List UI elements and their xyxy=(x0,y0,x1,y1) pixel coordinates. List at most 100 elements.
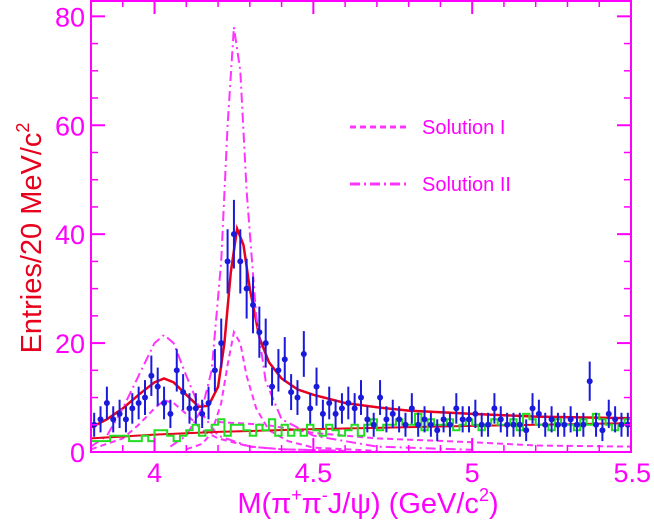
data-points-layer xyxy=(91,199,631,442)
data-point xyxy=(243,285,250,292)
data-point xyxy=(389,410,396,417)
data-point xyxy=(485,421,492,428)
data-point xyxy=(288,389,295,396)
data-point xyxy=(358,394,364,401)
data-point xyxy=(161,399,168,406)
data-point xyxy=(516,421,523,428)
data-point xyxy=(110,416,117,423)
data-point xyxy=(491,405,498,412)
legend: Solution I Solution II xyxy=(350,117,511,196)
data-point xyxy=(237,258,244,265)
data-point xyxy=(211,367,218,374)
fit-curves-layer xyxy=(90,27,632,452)
sideband-histogram xyxy=(91,412,631,443)
data-point xyxy=(338,405,345,412)
data-point xyxy=(351,405,358,412)
data-point xyxy=(446,421,453,428)
data-point xyxy=(269,383,276,390)
data-point xyxy=(142,394,148,401)
solution-I-peak1-curve xyxy=(90,399,346,452)
data-point xyxy=(199,410,206,417)
data-point xyxy=(154,383,161,390)
data-point xyxy=(97,416,104,423)
data-point xyxy=(434,427,441,434)
data-point xyxy=(605,410,612,417)
data-point xyxy=(300,350,307,357)
data-point xyxy=(364,416,371,423)
x-tick-label: 5 xyxy=(465,458,480,488)
data-point xyxy=(593,421,600,428)
data-point xyxy=(129,405,136,412)
data-point xyxy=(612,416,619,423)
data-point xyxy=(148,372,155,379)
data-point xyxy=(186,405,193,412)
legend-label-solution-2: Solution II xyxy=(422,174,511,196)
x-axis-label: M(π+π-J/ψ) (GeV/c2) xyxy=(237,485,498,520)
data-point xyxy=(402,421,409,428)
data-point xyxy=(510,421,517,428)
x-tick-label: 4 xyxy=(147,458,162,488)
data-point xyxy=(332,410,339,417)
data-point xyxy=(529,405,536,412)
data-point xyxy=(167,410,174,417)
data-point xyxy=(294,394,301,401)
y-axis-label: Entries/20 MeV/c2 xyxy=(13,123,48,354)
data-point xyxy=(574,421,580,428)
data-point xyxy=(275,367,282,374)
data-point xyxy=(256,329,263,336)
data-point xyxy=(326,399,333,406)
data-point xyxy=(580,421,587,428)
data-point xyxy=(173,367,180,374)
data-point xyxy=(281,356,288,363)
data-point xyxy=(459,416,466,423)
plot-frame xyxy=(90,0,632,453)
data-point xyxy=(599,427,606,434)
y-tick-label: 80 xyxy=(55,2,85,32)
data-point xyxy=(561,421,568,428)
data-point xyxy=(319,410,326,417)
data-point xyxy=(103,399,110,406)
data-point xyxy=(586,378,593,385)
data-point xyxy=(218,340,225,347)
data-point xyxy=(370,421,377,428)
y-tick-label: 0 xyxy=(70,438,85,468)
data-point xyxy=(313,383,320,390)
data-point xyxy=(135,399,142,406)
data-point xyxy=(396,416,403,423)
data-point xyxy=(180,389,187,396)
data-point xyxy=(408,405,415,412)
data-point xyxy=(453,405,460,412)
data-point xyxy=(116,410,123,417)
axis-ticks: 0 20 40 60 80 4 4.5 5 5.5 xyxy=(55,0,651,488)
data-point xyxy=(535,410,542,417)
data-point xyxy=(504,421,511,428)
data-point xyxy=(567,416,574,423)
data-point xyxy=(224,258,231,265)
data-point xyxy=(192,405,199,412)
y-tick-label: 20 xyxy=(55,329,85,359)
data-point xyxy=(421,416,428,423)
y-tick-label: 40 xyxy=(55,220,85,250)
data-point xyxy=(542,421,549,428)
data-point xyxy=(383,416,390,423)
data-point xyxy=(554,421,561,428)
data-point xyxy=(548,416,555,423)
data-point xyxy=(122,416,129,423)
data-point xyxy=(497,416,504,423)
data-point xyxy=(427,421,434,428)
data-point xyxy=(205,399,212,406)
data-point xyxy=(230,231,237,238)
data-point xyxy=(472,410,479,417)
data-point xyxy=(618,421,625,428)
data-point xyxy=(345,399,352,406)
data-point xyxy=(478,421,485,428)
data-point xyxy=(440,416,447,423)
data-point xyxy=(523,427,530,434)
data-point xyxy=(415,421,422,428)
data-point xyxy=(307,405,314,412)
data-point xyxy=(466,416,472,423)
legend-label-solution-1: Solution I xyxy=(422,117,505,139)
data-point xyxy=(262,340,269,347)
x-tick-label: 5.5 xyxy=(613,458,651,488)
